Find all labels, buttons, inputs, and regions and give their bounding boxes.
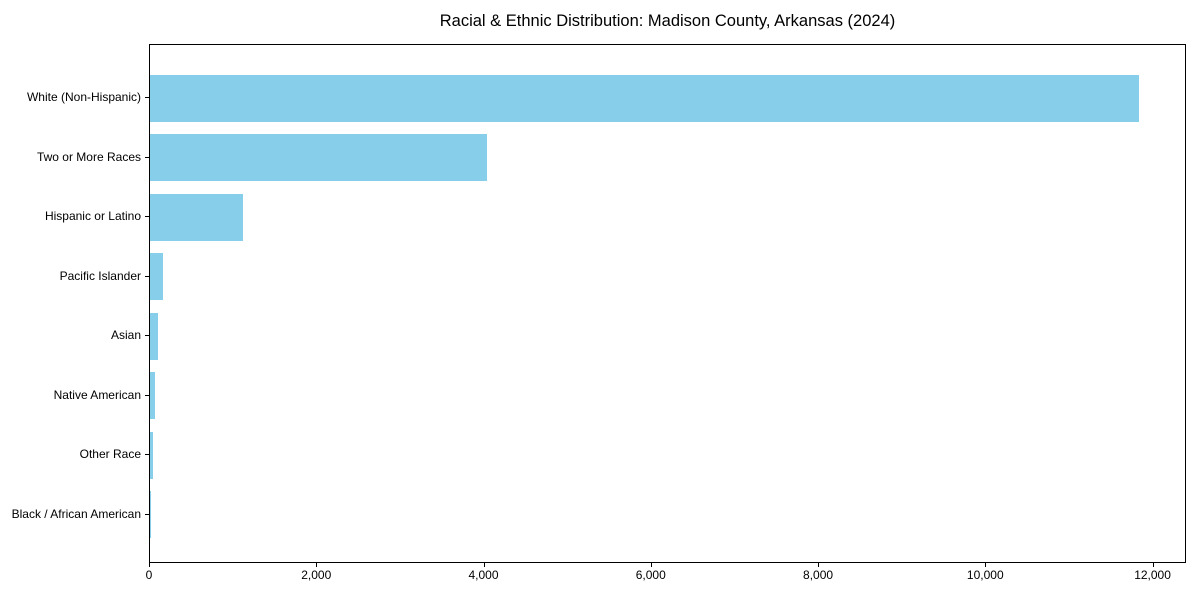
y-tick-label-black-african-american: Black / African American bbox=[11, 506, 141, 521]
bar-other-race bbox=[150, 431, 153, 479]
y-tick-mark bbox=[145, 156, 149, 158]
x-tick-label-2000: 2,000 bbox=[301, 568, 332, 582]
y-tick-mark bbox=[145, 335, 149, 336]
y-tick-label-white-non-hispanic: White (Non-Hispanic) bbox=[26, 90, 141, 104]
x-tick-label-8000: 8,000 bbox=[803, 568, 834, 582]
x-tick-label-4000: 4,000 bbox=[468, 568, 499, 582]
x-tick-mark bbox=[985, 563, 987, 567]
bar-white-non-hispanic bbox=[150, 74, 1140, 122]
x-tick-mark bbox=[149, 563, 150, 567]
x-tick-mark bbox=[1152, 563, 1154, 567]
bar-native-american bbox=[150, 372, 156, 419]
plot-area bbox=[149, 44, 1186, 563]
bar-two-or-more-races bbox=[150, 134, 487, 181]
y-tick-label-asian: Asian bbox=[110, 328, 141, 342]
bar-asian bbox=[150, 312, 159, 360]
chart-title: Racial & Ethnic Distribution: Madison Co… bbox=[439, 12, 896, 30]
y-tick-mark bbox=[145, 216, 149, 217]
x-tick-mark bbox=[316, 563, 318, 567]
x-tick-label-0: 0 bbox=[145, 568, 153, 582]
y-tick-mark bbox=[145, 513, 149, 515]
y-tick-mark bbox=[145, 394, 149, 396]
y-tick-mark bbox=[145, 275, 149, 277]
y-tick-mark bbox=[145, 97, 149, 98]
x-tick-label-6000: 6,000 bbox=[635, 568, 666, 582]
y-tick-label-other-race: Other Race bbox=[79, 447, 141, 461]
x-tick-mark bbox=[818, 563, 820, 567]
x-tick-mark bbox=[483, 563, 485, 567]
x-tick-mark bbox=[650, 563, 652, 567]
y-tick-mark bbox=[145, 454, 149, 455]
bar-black-african-american bbox=[150, 491, 151, 538]
y-tick-label-pacific-islander: Pacific Islander bbox=[59, 268, 141, 283]
x-tick-label-12000: 12,000 bbox=[1134, 568, 1171, 582]
y-tick-label-two-or-more-races: Two or More Races bbox=[36, 149, 141, 164]
y-tick-label-native-american: Native American bbox=[53, 387, 141, 402]
x-tick-label-10000: 10,000 bbox=[966, 568, 1004, 582]
bar-hispanic-or-latino bbox=[150, 193, 244, 241]
bar-pacific-islander bbox=[150, 253, 164, 300]
y-tick-label-hispanic-or-latino: Hispanic or Latino bbox=[44, 209, 141, 223]
